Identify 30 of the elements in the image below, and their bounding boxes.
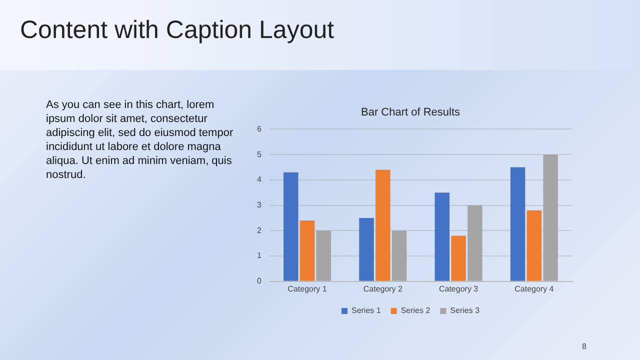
x-tick-label: Category 3 xyxy=(438,284,479,294)
chart-title: Bar Chart of Results xyxy=(360,106,461,119)
bar xyxy=(392,230,407,281)
y-tick-label: 1 xyxy=(256,251,262,260)
bar xyxy=(451,236,466,281)
legend-label: Series 2 xyxy=(400,306,431,316)
x-tick-label: Category 2 xyxy=(363,284,404,294)
bar xyxy=(468,205,482,281)
y-tick-label: 5 xyxy=(256,150,262,159)
y-tick-label: 4 xyxy=(256,175,262,184)
bar xyxy=(359,218,374,281)
legend-label: Series 1 xyxy=(351,306,382,316)
y-tick-label: 6 xyxy=(256,124,262,134)
x-tick-label: Category 4 xyxy=(514,284,554,294)
bar xyxy=(284,172,298,281)
text: As you can see in this chart, lorem ipsum dolor sit amet, consectetur adipiscing elit, sed do eiusmod tempor incididunt ut labore et dolore magna aliqua. Ut enim ad minim veniam, quis nostrud. xyxy=(46,98,234,182)
bar xyxy=(510,167,526,281)
bar xyxy=(543,154,558,281)
y-tick-label: 3 xyxy=(256,200,262,210)
bar xyxy=(300,220,315,281)
bar xyxy=(526,210,542,281)
text: 8 xyxy=(582,342,586,351)
text: Content with Caption Layout xyxy=(20,16,334,45)
y-tick-label: 2 xyxy=(256,226,262,235)
legend-label: Series 3 xyxy=(450,306,480,316)
bar xyxy=(316,230,332,281)
bar xyxy=(434,192,450,281)
x-tick-label: Category 1 xyxy=(288,284,328,294)
y-tick-label: 0 xyxy=(256,276,262,286)
bar xyxy=(376,170,390,281)
